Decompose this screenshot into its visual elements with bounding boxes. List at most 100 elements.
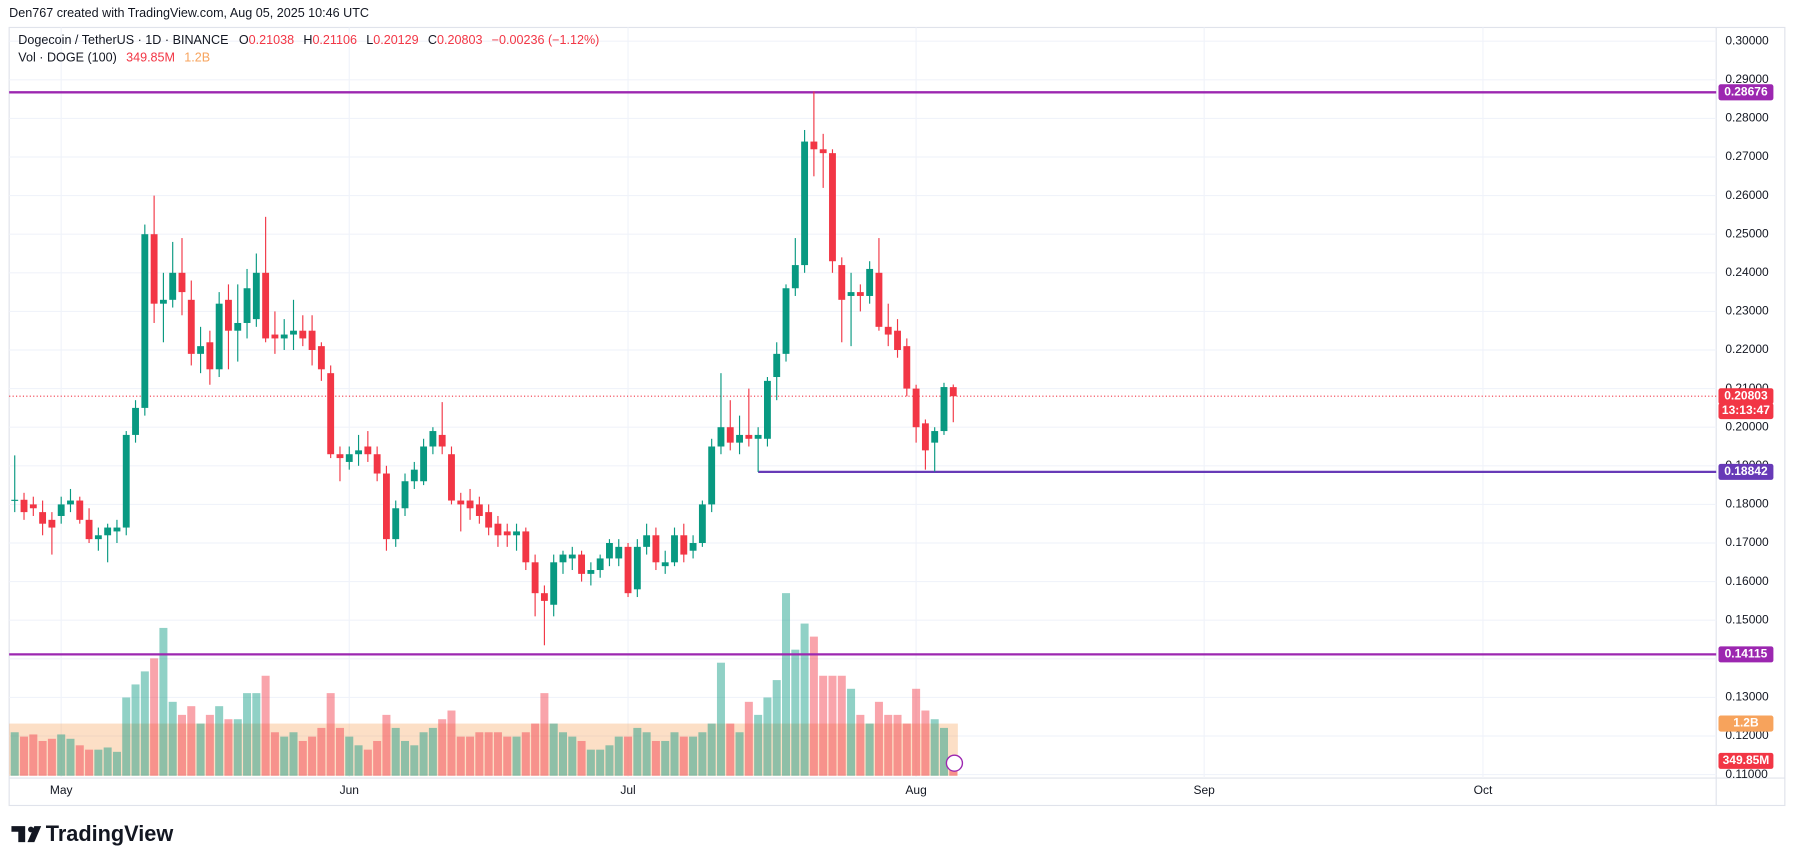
volume-bar <box>661 740 670 776</box>
volume-bar <box>447 710 456 776</box>
candle-body <box>429 431 437 447</box>
candle-body <box>875 272 883 327</box>
high-value: 0.21106 <box>312 34 357 48</box>
volume-bar <box>847 688 856 776</box>
candle-body <box>494 523 502 536</box>
volume-bar <box>493 732 502 776</box>
candle-wick <box>720 373 722 455</box>
candle-body <box>559 554 567 563</box>
level-label: 0.14115 <box>1718 646 1774 663</box>
candle-body <box>382 473 390 540</box>
volume-bar <box>586 749 595 776</box>
plot: 0.30000 0.29000 0.28000 0.27000 0.26000 0.250… <box>9 27 1774 797</box>
countdown-label-text: 13:13:47 <box>1722 403 1770 417</box>
candle-body <box>754 434 762 439</box>
candle-wick <box>748 388 750 447</box>
candle-body <box>568 554 576 559</box>
volume-bar <box>196 723 205 776</box>
volume-bar <box>280 736 289 776</box>
candle-body <box>262 272 270 339</box>
candle-body <box>838 265 846 300</box>
candle-body <box>113 527 121 532</box>
volume-bar <box>531 723 540 776</box>
y-tick-label: 0.22000 <box>1725 342 1769 356</box>
volume-bar <box>809 636 818 776</box>
volume-bar <box>558 732 567 776</box>
volume-bar <box>484 732 493 776</box>
volume-bar <box>150 658 159 776</box>
candle-body <box>578 554 586 574</box>
symbol: Dogecoin / TetherUS · 1D · BINANCE <box>18 34 228 48</box>
candle-body <box>661 562 669 567</box>
y-tick-label: 0.27000 <box>1725 149 1769 163</box>
countdown-label-box <box>1718 403 1774 420</box>
candle-body <box>20 499 28 513</box>
candle-body <box>540 593 548 601</box>
volume-bar <box>884 714 893 776</box>
candle-body <box>141 234 149 408</box>
candle-body <box>745 434 753 439</box>
volume-bar <box>270 732 279 776</box>
volume-ma-label-text: 1.2B <box>1733 716 1759 730</box>
volume-bar <box>140 671 149 776</box>
volume-ma: 1.2B <box>184 51 210 65</box>
low-value: 0.20129 <box>373 34 418 48</box>
volume-bar <box>38 740 47 776</box>
candle-body <box>410 469 418 482</box>
alert-icon <box>945 754 964 772</box>
volume-bar <box>29 734 38 776</box>
y-tick-label: 0.18000 <box>1725 497 1769 511</box>
candle-body <box>76 500 84 520</box>
level-label-box <box>1718 463 1774 480</box>
candle-body <box>373 454 381 474</box>
x-tick-label: Jul <box>620 783 635 797</box>
volume-bar <box>819 675 828 776</box>
candle-wick <box>107 523 109 563</box>
y-tick-label: 0.26000 <box>1725 188 1769 202</box>
candle-body <box>438 434 446 447</box>
candle-body <box>67 500 74 505</box>
candle-body <box>689 542 697 551</box>
y-tick-label: 0.30000 <box>1725 33 1769 47</box>
ohlc-label: H <box>303 34 312 48</box>
volume-bar <box>939 727 948 776</box>
volume-bar <box>605 745 614 776</box>
volume-bar <box>289 732 298 776</box>
level-label-box <box>1718 84 1774 101</box>
volume-bar <box>698 732 707 776</box>
candle-body <box>503 531 511 536</box>
candle-body <box>178 272 186 293</box>
candle-body <box>708 446 716 505</box>
volume-bar <box>373 740 382 776</box>
candle-wick <box>934 427 936 472</box>
volume-bar <box>716 662 725 776</box>
volume-bar <box>614 736 623 776</box>
level-label: 0.18842 <box>1718 463 1774 480</box>
level-label-text: 0.28676 <box>1724 84 1768 98</box>
volume-bar <box>103 747 112 776</box>
candle-wick <box>339 446 341 482</box>
candle-body <box>169 272 177 300</box>
candle-body <box>85 519 93 540</box>
volume-bar <box>75 745 84 776</box>
y-tick-label: 0.17000 <box>1725 535 1769 549</box>
candle-body <box>894 330 901 351</box>
candle-body <box>475 504 483 516</box>
volume-bar <box>382 714 391 776</box>
candle-wick <box>813 91 815 177</box>
y-tick-label: 0.24000 <box>1725 265 1769 279</box>
candle-body <box>531 562 539 594</box>
candle-body <box>736 434 743 443</box>
candle-body <box>457 500 465 505</box>
volume-bar <box>20 736 29 776</box>
candle-body <box>215 303 223 370</box>
candle-body <box>104 527 112 536</box>
last-price-label-box <box>1718 388 1774 405</box>
candle-body <box>615 546 623 559</box>
candle-body <box>847 292 855 296</box>
volume-bar <box>521 732 530 776</box>
candle-body <box>122 434 130 528</box>
candle-body <box>680 535 688 555</box>
volume-bar <box>205 714 214 776</box>
